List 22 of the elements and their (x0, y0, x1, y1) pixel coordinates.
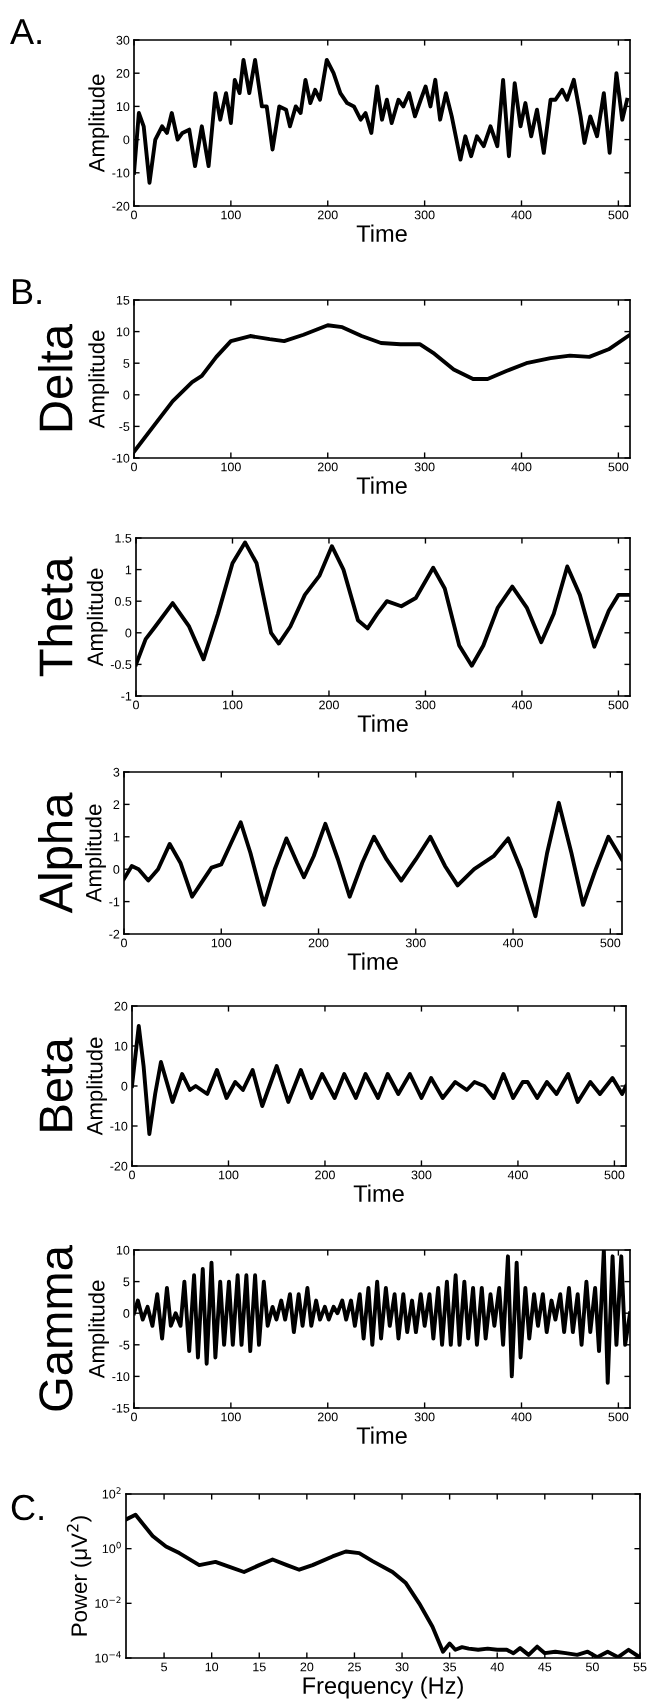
x-axis-title: Time (357, 714, 408, 732)
y-axis-title: Amplitude (88, 1280, 109, 1379)
y-axis-title: Amplitude (88, 330, 109, 429)
x-axis-title: Time (353, 1184, 404, 1202)
y-axis-title: Amplitude (86, 1037, 107, 1136)
text: A. (10, 19, 41, 44)
x-axis-title: Time (356, 1426, 407, 1444)
x-axis-title: Time (347, 952, 398, 970)
text: Beta (39, 1037, 73, 1131)
text: C. (11, 1494, 43, 1521)
x-axis-title: Frequency (Hz) (303, 1676, 463, 1699)
text: Gamma (39, 1245, 73, 1411)
y-axis-title: Amplitude (86, 568, 108, 667)
text: Theta (37, 556, 73, 677)
y-axis-title: Amplitude (85, 804, 106, 903)
y-axis-title: Amplitude (88, 74, 109, 173)
x-axis-title: Time (356, 476, 407, 494)
y-axis-title: Power (μV$^{2}$) (66, 1516, 92, 1636)
text: B. (12, 279, 41, 304)
text: Delta (37, 323, 73, 431)
text: Alpha (37, 792, 83, 914)
x-axis-title: Time (356, 224, 407, 242)
